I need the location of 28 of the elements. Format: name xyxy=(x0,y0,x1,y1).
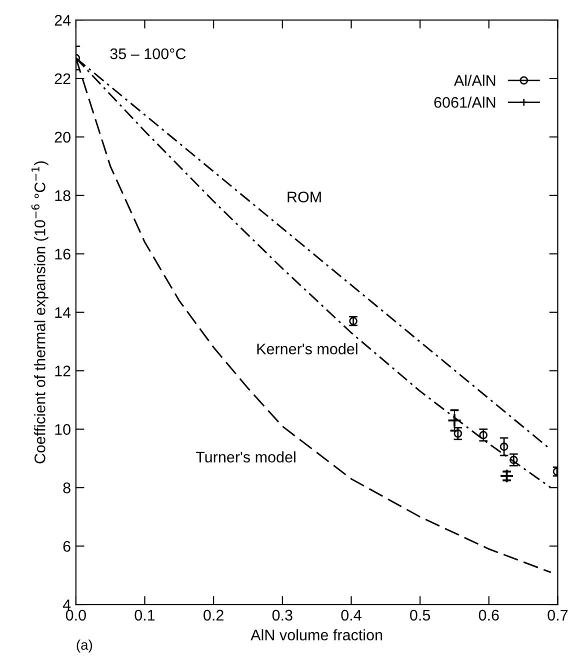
y-tick-label: 18 xyxy=(55,190,70,202)
legend-label: Al/AlN xyxy=(454,74,496,86)
x-tick-label: 0.5 xyxy=(410,610,430,621)
annotation: Turner's model xyxy=(196,451,296,463)
y-tick-label: 16 xyxy=(55,248,70,260)
x-tick-label: 0.1 xyxy=(134,610,155,621)
x-tick-label: 0.0 xyxy=(66,610,86,621)
y-tick-label: 4 xyxy=(62,600,71,610)
y-tick-label: 20 xyxy=(54,132,70,143)
x-tick-label: 0.7 xyxy=(548,610,568,621)
y-tick-label: 12 xyxy=(55,366,70,376)
y-tick-label: 6 xyxy=(63,540,70,552)
x-axis-title: AlN volume fraction xyxy=(250,629,382,640)
y-tick-label: 22 xyxy=(54,73,70,84)
legend-label: 6061/AlN xyxy=(434,96,496,108)
annotation: Kerner's model xyxy=(257,343,358,354)
x-tick-label: 0.6 xyxy=(478,610,499,621)
annotation: 35 – 100°C xyxy=(110,48,186,60)
annotation: ROM xyxy=(288,192,321,202)
y-tick-label: 14 xyxy=(55,307,71,318)
y-tick-label: 8 xyxy=(63,482,70,494)
x-tick-label: 0.3 xyxy=(272,610,292,621)
y-tick-label: 10 xyxy=(55,424,70,435)
x-tick-label: 0.4 xyxy=(341,610,362,621)
x-tick-label: 0.2 xyxy=(204,610,224,621)
y-axis-title: Coefficient of thermal expansion (10$^{−6}$ °C$^{−1}$) xyxy=(31,161,48,464)
text: (a) xyxy=(76,640,92,653)
y-tick-label: 24 xyxy=(54,14,71,26)
